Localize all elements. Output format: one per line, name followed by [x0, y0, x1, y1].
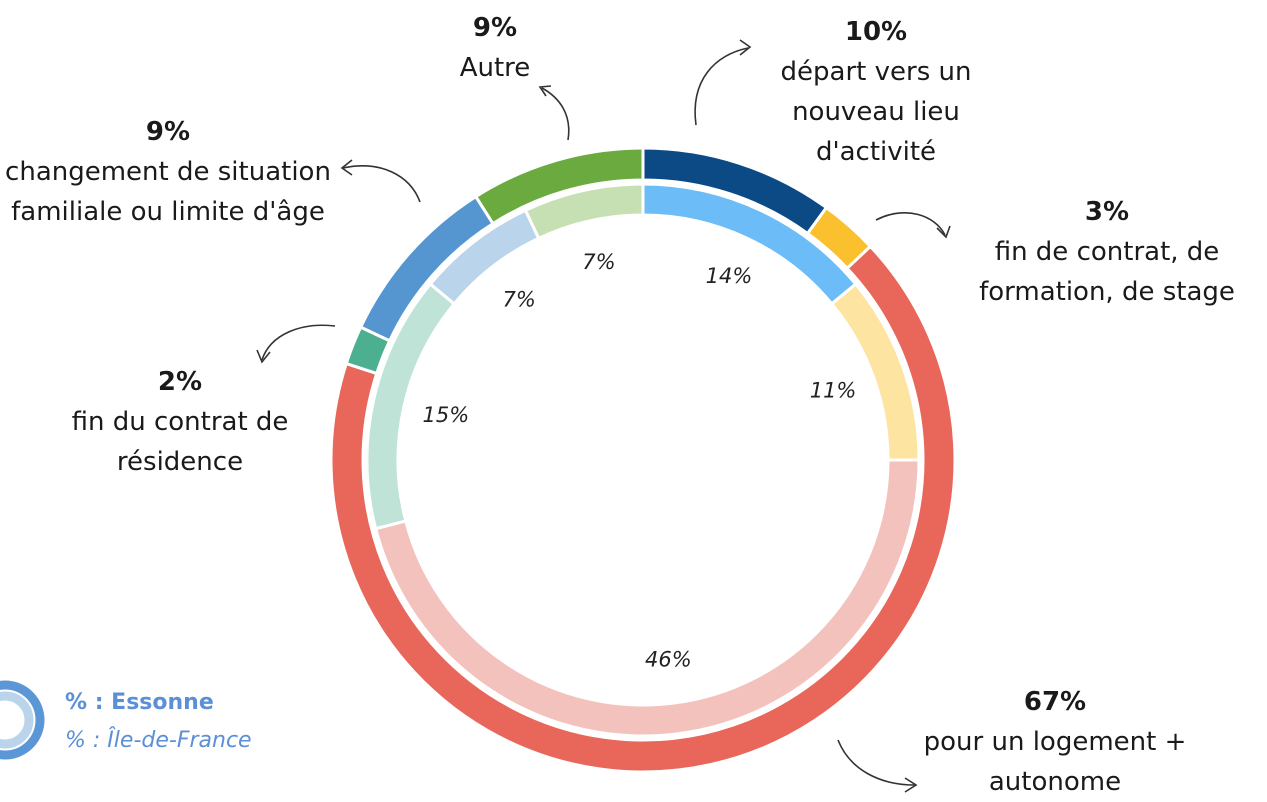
outer-value-label: 2%: [157, 367, 203, 397]
legend-idf: % : Île-de-France: [65, 728, 252, 753]
inner-value-label: 7%: [582, 250, 615, 274]
outer-value-label: 3%: [1084, 197, 1130, 227]
category-label: 9% Autre: [395, 8, 595, 88]
donut-segment: [523, 182, 645, 241]
outer-value-label: 9%: [472, 13, 518, 43]
inner-value-label: 46%: [645, 647, 692, 671]
category-label: 67% pour un logement + autonome: [910, 682, 1200, 802]
legend-essonne: % : Essonne: [65, 690, 214, 715]
outer-value-label: 9%: [145, 117, 191, 147]
legend-icon: [0, 680, 45, 760]
legend-inner-ring: [0, 691, 34, 749]
outer-value-label: 10%: [844, 17, 908, 47]
category-label: 2% fin du contrat de résidence: [70, 362, 290, 482]
inner-value-label: 14%: [706, 264, 753, 288]
inner-value-label: 11%: [810, 379, 857, 403]
arrows: [256, 39, 951, 793]
category-text: départ vers un nouveau lieu d'activité: [780, 57, 972, 167]
category-label: 10% départ vers un nouveau lieu d'activit…: [751, 12, 1001, 172]
category-text: Autre: [459, 53, 531, 83]
donut-segment: [473, 146, 645, 226]
legend-outer-ring: [0, 680, 45, 760]
donut-segment: [329, 244, 957, 774]
inner-value-label: 15%: [423, 403, 470, 427]
category-label: 3% fin de contrat, de formation, de stage: [957, 192, 1257, 312]
category-label: 9% changement de situation familiale ou l…: [3, 112, 333, 232]
category-text: pour un logement + autonome: [923, 727, 1187, 797]
category-text: changement de situation familiale ou lim…: [5, 157, 331, 227]
outer-value-label: 67%: [1023, 687, 1087, 717]
category-text: fin de contrat, de formation, de stage: [979, 237, 1235, 307]
category-text: fin du contrat de résidence: [71, 407, 289, 477]
inner-value-label: 7%: [503, 287, 536, 311]
